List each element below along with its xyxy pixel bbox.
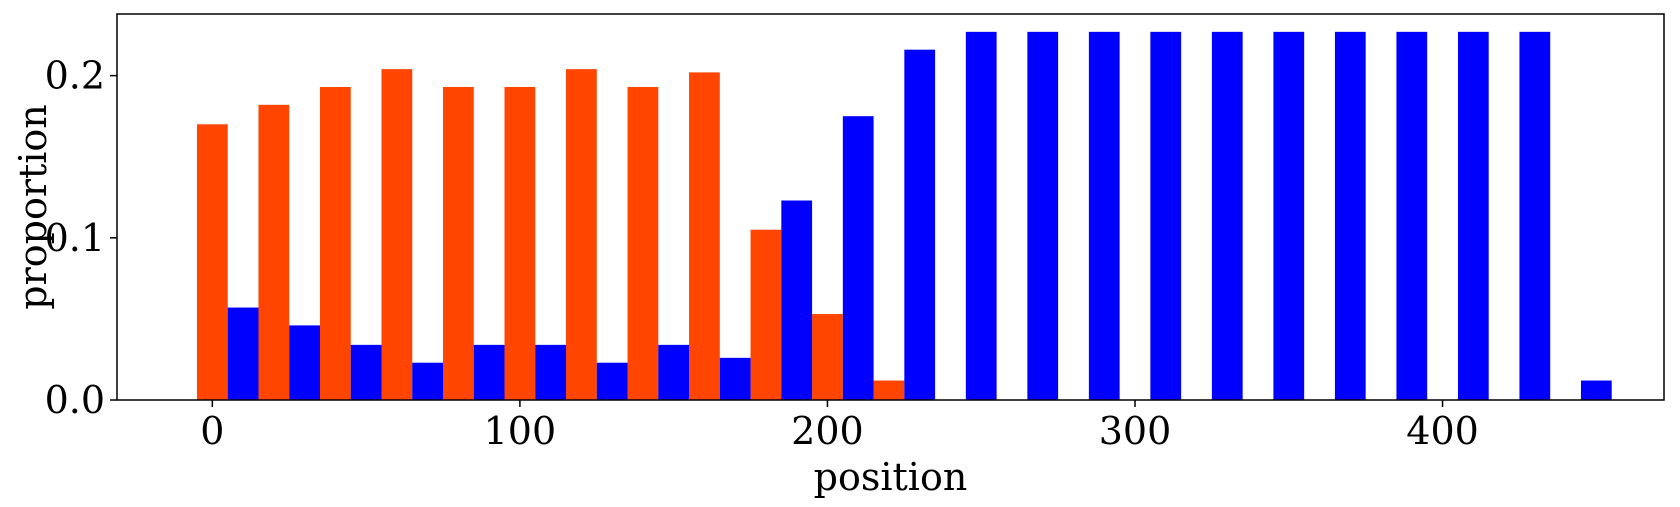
bars-group (196, 31, 1612, 401)
bar-series-2-pos-210 (842, 116, 874, 401)
bar-series-2-pos-270 (1027, 31, 1059, 401)
bar-series-2-pos-150 (658, 344, 690, 400)
plot-frame (116, 13, 1665, 401)
bar-series-1-pos-120 (566, 69, 597, 400)
bar-series-1-pos-100 (504, 86, 536, 400)
bar-series-2-pos-170 (719, 357, 751, 400)
bar-series-1-pos-40 (319, 86, 351, 400)
y-tick-label: 0.1 (45, 216, 105, 260)
bar-series-2-pos-290 (1088, 31, 1120, 401)
bar-series-2-pos-90 (473, 344, 505, 400)
y-axis-label: proportion (11, 104, 55, 310)
bar-series-2-pos-230 (904, 49, 936, 401)
x-tick-label: 0 (200, 409, 224, 453)
bar-series-2-pos-310 (1150, 31, 1182, 401)
x-axis-label: position (814, 455, 968, 499)
bar-series-2-pos-410 (1457, 31, 1489, 401)
x-tick-label: 200 (791, 409, 864, 453)
bar-series-2-pos-110 (535, 344, 567, 400)
bar-series-2-pos-70 (412, 362, 444, 400)
bar-series-2-pos-250 (965, 31, 997, 401)
bar-series-2-pos-390 (1396, 31, 1428, 401)
bar-series-1-pos-160 (689, 72, 720, 400)
x-tick-label: 300 (1099, 409, 1172, 453)
bar-series-2-pos-450 (1580, 380, 1612, 400)
bar-series-1-pos-140 (627, 86, 659, 400)
bar-series-2-pos-350 (1273, 31, 1305, 401)
y-axis: 0.0 0.1 0.2 (45, 54, 117, 422)
y-tick-label: 0.2 (45, 54, 105, 98)
bar-series-2-pos-330 (1211, 31, 1243, 401)
x-tick-label: 100 (484, 409, 557, 453)
bar-series-1-pos-60 (381, 69, 413, 400)
bar-series-2-pos-430 (1519, 31, 1551, 401)
bar-series-2-pos-50 (350, 344, 382, 400)
bar-series-2-pos-130 (596, 362, 628, 400)
y-tick-label: 0.0 (45, 378, 105, 422)
bar-series-2-pos-370 (1334, 31, 1366, 401)
bar-series-1-pos-220 (873, 380, 905, 400)
bar-series-1-pos-200 (812, 314, 843, 400)
bar-series-2-pos-190 (781, 200, 813, 400)
bar-series-2-pos-10 (227, 307, 259, 400)
bar-series-1-pos-0 (196, 124, 228, 400)
bar-series-1-pos-20 (258, 104, 290, 400)
bar-series-2-pos-30 (289, 325, 320, 400)
x-tick-label: 400 (1406, 409, 1479, 453)
x-axis: 0 100 200 300 400 (200, 400, 1479, 453)
bar-series-1-pos-180 (750, 229, 782, 400)
bar-series-1-pos-80 (443, 86, 474, 400)
